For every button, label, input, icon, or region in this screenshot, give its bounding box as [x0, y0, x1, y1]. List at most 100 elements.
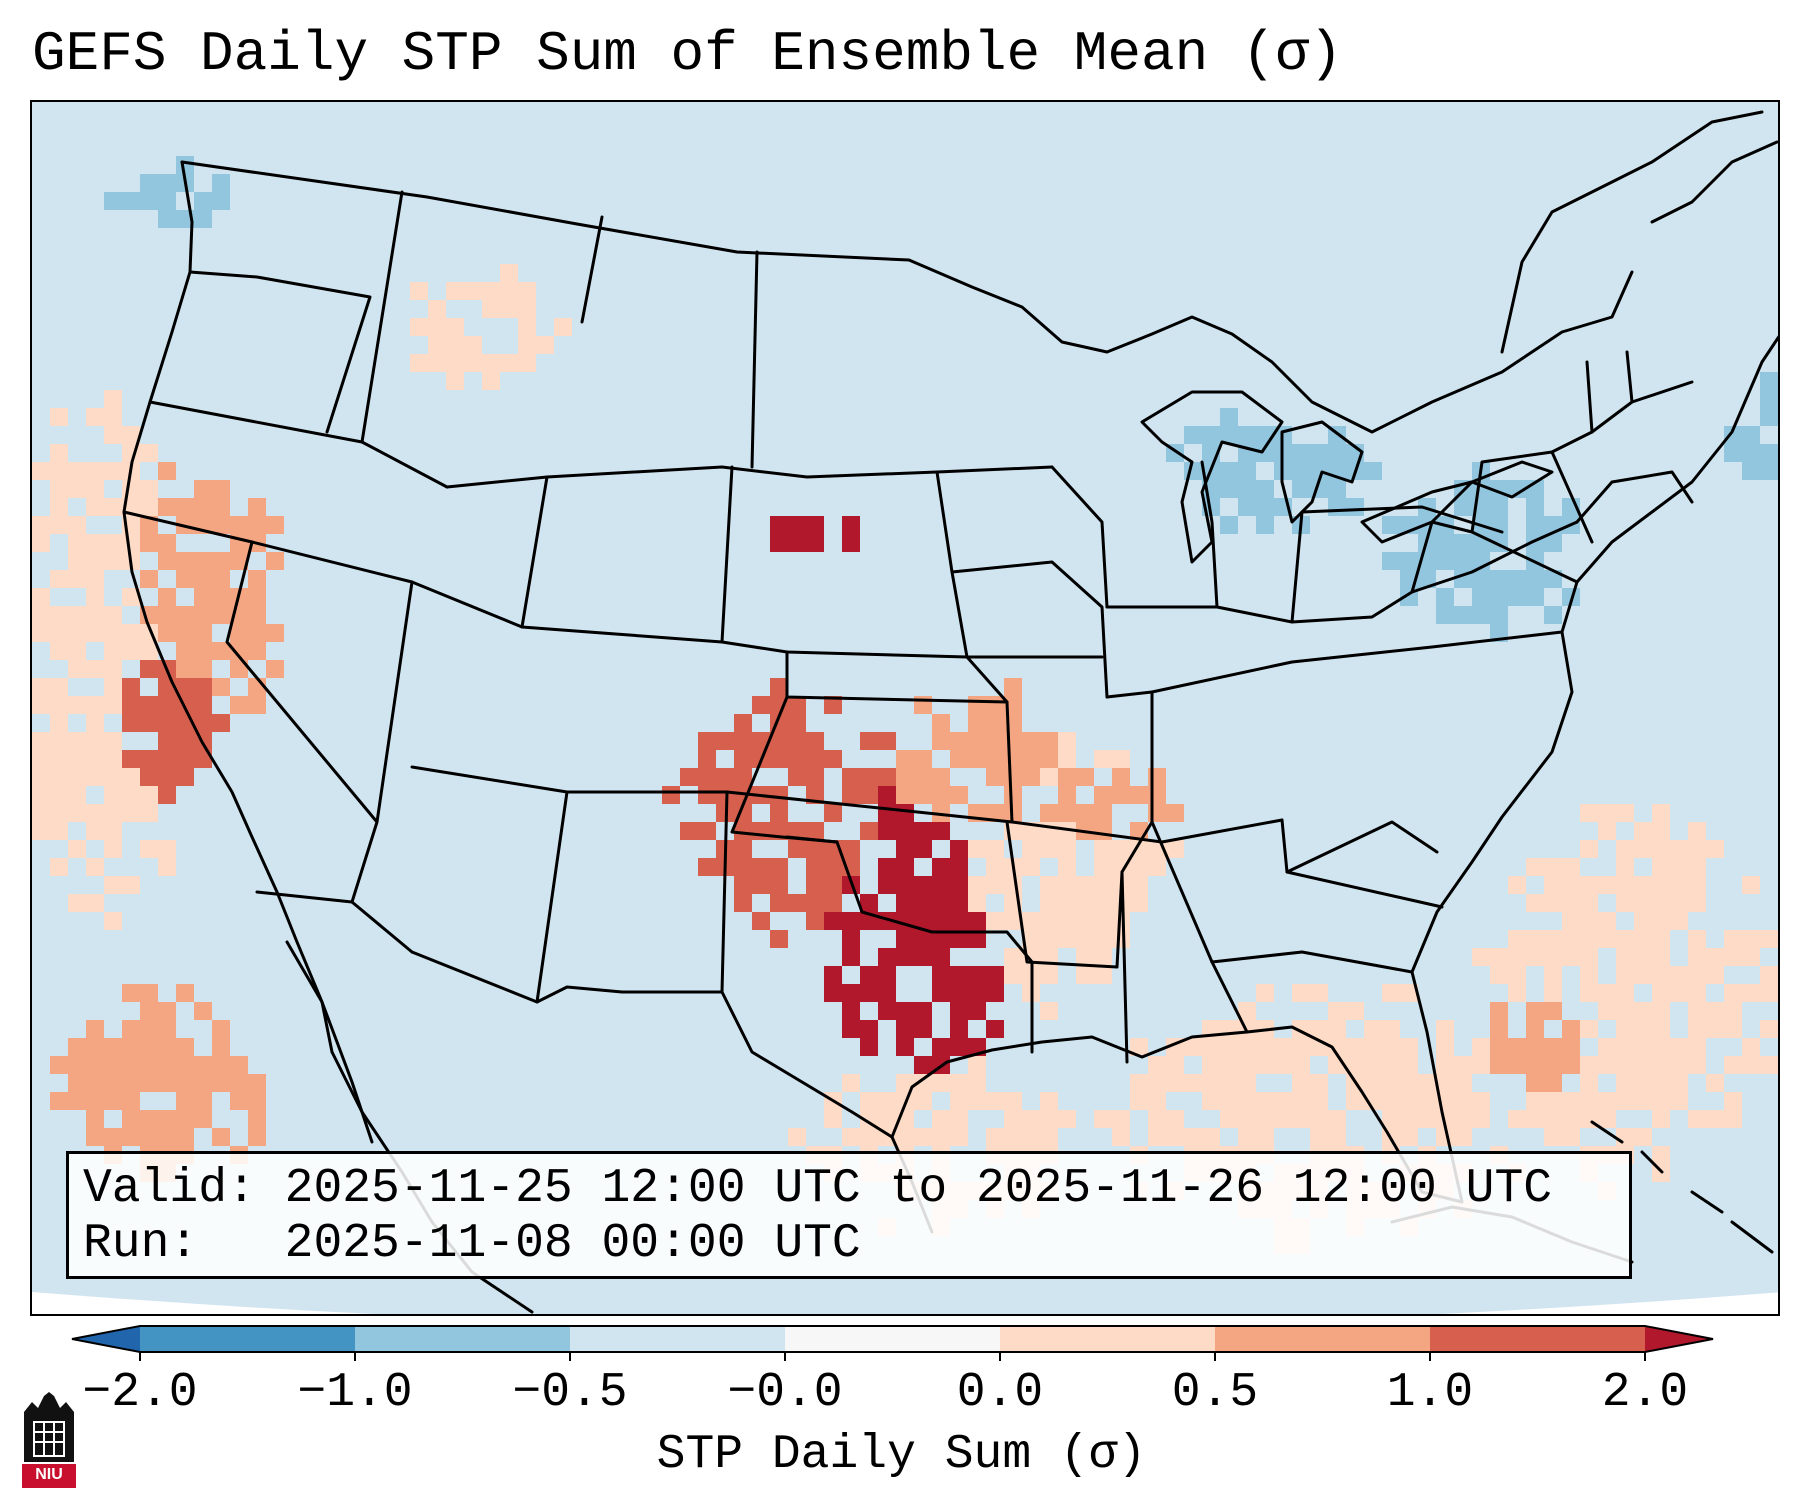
anomaly-cell	[1058, 750, 1076, 768]
anomaly-cell	[770, 678, 788, 696]
anomaly-cell	[896, 1128, 914, 1146]
anomaly-cell	[1004, 876, 1022, 894]
anomaly-cell	[1508, 480, 1526, 498]
anomaly-cell	[104, 552, 122, 570]
anomaly-cell	[68, 480, 86, 498]
anomaly-cell	[1724, 930, 1742, 948]
anomaly-cell	[1112, 1110, 1130, 1128]
colorbar-segment	[1215, 1326, 1430, 1352]
anomaly-cell	[1058, 858, 1076, 876]
anomaly-cell	[968, 894, 986, 912]
anomaly-cell	[1454, 606, 1472, 624]
anomaly-cell	[158, 624, 176, 642]
anomaly-cell	[1544, 858, 1562, 876]
anomaly-cell	[1022, 1110, 1040, 1128]
anomaly-cell	[1058, 768, 1076, 786]
anomaly-cell	[950, 984, 968, 1002]
anomaly-cell	[122, 1020, 140, 1038]
anomaly-cell	[1634, 966, 1652, 984]
anomaly-cell	[68, 1092, 86, 1110]
colorbar-tick-label: −0.5	[512, 1366, 628, 1420]
colorbar-title: STP Daily Sum (σ)	[656, 1428, 1147, 1482]
anomaly-cell	[1778, 444, 1780, 462]
anomaly-cell	[1544, 984, 1562, 1002]
anomaly-cell	[986, 1092, 1004, 1110]
anomaly-cell	[1490, 570, 1508, 588]
anomaly-cell	[1562, 858, 1580, 876]
anomaly-cell	[176, 984, 194, 1002]
anomaly-cell	[1616, 1020, 1634, 1038]
anomaly-cell	[86, 804, 104, 822]
anomaly-cell	[176, 642, 194, 660]
anomaly-cell	[1616, 966, 1634, 984]
anomaly-cell	[1256, 480, 1274, 498]
anomaly-cell	[896, 1002, 914, 1020]
anomaly-cell	[1238, 480, 1256, 498]
colorbar-tick-label: −0.0	[727, 1366, 843, 1420]
anomaly-cell	[896, 822, 914, 840]
anomaly-cell	[1616, 1056, 1634, 1074]
anomaly-cell	[1670, 1092, 1688, 1110]
anomaly-cell	[914, 948, 932, 966]
anomaly-cell	[896, 894, 914, 912]
anomaly-cell	[1742, 984, 1760, 1002]
anomaly-cell	[1706, 1110, 1724, 1128]
anomaly-cell	[50, 516, 68, 534]
anomaly-cell	[248, 498, 266, 516]
anomaly-cell	[932, 858, 950, 876]
logo-text: NIU	[35, 1466, 63, 1483]
anomaly-cell	[410, 318, 428, 336]
anomaly-cell	[122, 588, 140, 606]
anomaly-cell	[1490, 1056, 1508, 1074]
anomaly-cell	[1616, 840, 1634, 858]
anomaly-cell	[914, 750, 932, 768]
anomaly-cell	[158, 786, 176, 804]
anomaly-cell	[50, 1056, 68, 1074]
anomaly-cell	[1526, 1092, 1544, 1110]
anomaly-cell	[1706, 1020, 1724, 1038]
anomaly-cell	[1544, 948, 1562, 966]
anomaly-cell	[176, 552, 194, 570]
anomaly-cell	[1256, 1056, 1274, 1074]
anomaly-cell	[1580, 984, 1598, 1002]
anomaly-cell	[500, 264, 518, 282]
anomaly-cell	[176, 1110, 194, 1128]
anomaly-cell	[896, 858, 914, 876]
anomaly-cell	[950, 930, 968, 948]
anomaly-cell	[32, 822, 50, 840]
anomaly-cell	[896, 840, 914, 858]
anomaly-cell	[1112, 858, 1130, 876]
anomaly-cell	[698, 858, 716, 876]
anomaly-cell	[158, 1056, 176, 1074]
anomaly-cell	[1238, 1074, 1256, 1092]
anomaly-cell	[32, 588, 50, 606]
anomaly-cell	[1598, 1002, 1616, 1020]
anomaly-cell	[1688, 1020, 1706, 1038]
anomaly-cell	[752, 912, 770, 930]
anomaly-cell	[1094, 822, 1112, 840]
anomaly-cell	[1256, 444, 1274, 462]
anomaly-cell	[482, 372, 500, 390]
anomaly-cell	[1634, 1074, 1652, 1092]
anomaly-cell	[140, 642, 158, 660]
anomaly-cell	[1652, 1002, 1670, 1020]
anomaly-cell	[86, 588, 104, 606]
anomaly-cell	[788, 894, 806, 912]
anomaly-cell	[1778, 426, 1780, 444]
anomaly-cell	[1328, 498, 1346, 516]
anomaly-cell	[842, 948, 860, 966]
anomaly-cell	[1760, 390, 1778, 408]
anomaly-cell	[1526, 516, 1544, 534]
anomaly-cell	[1634, 1128, 1652, 1146]
anomaly-cell	[266, 552, 284, 570]
anomaly-cell	[1004, 750, 1022, 768]
anomaly-cell	[1076, 768, 1094, 786]
anomaly-cell	[1598, 930, 1616, 948]
anomaly-cell	[770, 804, 788, 822]
anomaly-cell	[1328, 1038, 1346, 1056]
anomaly-cell	[1058, 894, 1076, 912]
anomaly-cell	[32, 534, 50, 552]
anomaly-cell	[806, 876, 824, 894]
anomaly-cell	[968, 1056, 986, 1074]
anomaly-cell	[1526, 1056, 1544, 1074]
